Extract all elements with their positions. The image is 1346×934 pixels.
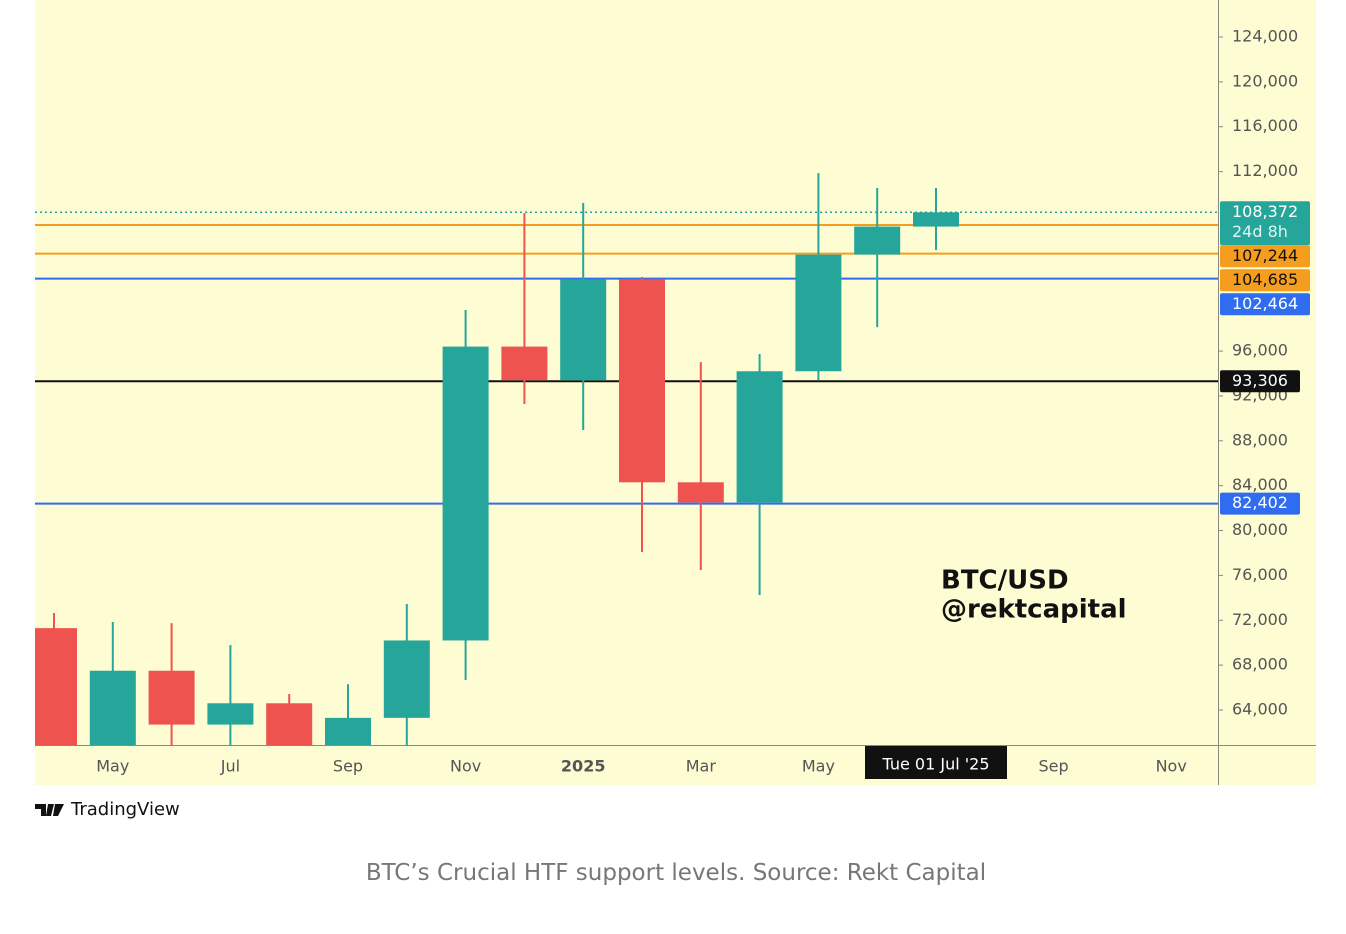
price-label: 104,685 [1232, 270, 1298, 289]
y-tick-label: 120,000 [1232, 71, 1298, 90]
x-tick-label: Jul [220, 757, 240, 776]
brand: TradingView [35, 799, 180, 820]
candle-body [442, 346, 489, 641]
annotation: @rektcapital [941, 595, 1127, 625]
y-tick-label: 116,000 [1232, 116, 1298, 135]
y-tick-label: 76,000 [1232, 565, 1288, 584]
candle-body [89, 670, 136, 745]
price-label-box [1220, 245, 1310, 268]
price-label-box [1220, 492, 1300, 515]
x-tick-label: Nov [1156, 757, 1187, 776]
price-label: 93,306 [1232, 371, 1288, 390]
candle-body [736, 371, 783, 503]
y-tick-label: 124,000 [1232, 27, 1298, 46]
annotation: BTC/USD [941, 566, 1069, 596]
x-tick-label: Sep [333, 757, 363, 776]
price-label: 107,244 [1232, 246, 1298, 265]
price-label: 82,402 [1232, 493, 1288, 512]
x-tick-label: 2025 [561, 757, 606, 776]
y-tick-label: 84,000 [1232, 475, 1288, 494]
y-tick-label: 64,000 [1232, 700, 1288, 719]
candle-body [501, 346, 548, 381]
brand-logo [35, 803, 64, 816]
y-tick-label: 72,000 [1232, 610, 1288, 629]
x-tick-label: May [96, 757, 129, 776]
x-tick-label: Tue 01 Jul '25 [881, 755, 989, 774]
chart: BTC/USD @rektcapital 64,000 68,000 72,000 7… [35, 0, 1316, 785]
x-tick-label: May [802, 757, 835, 776]
candle-body [207, 703, 254, 725]
candle-body [619, 279, 665, 483]
y-tick-label: 112,000 [1232, 161, 1298, 180]
y-tick-label: 96,000 [1232, 341, 1288, 360]
y-tick-label: 68,000 [1232, 655, 1288, 674]
plot-area [35, 173, 1218, 745]
price-label-box [1220, 370, 1300, 393]
countdown-label: 24d 8h [1232, 222, 1288, 241]
x-tick-label: Sep [1039, 757, 1069, 776]
candle-body [677, 482, 724, 503]
candle-body [913, 212, 959, 227]
chart-background [35, 0, 1316, 785]
price-label-box [1220, 201, 1310, 246]
candle-body [560, 279, 607, 381]
brand-name: TradingView [71, 799, 180, 820]
price-label: 102,464 [1232, 294, 1298, 313]
y-tick-label: 80,000 [1232, 520, 1288, 539]
candle-body [266, 703, 313, 745]
caption: BTC’s Crucial HTF support levels. Source… [365, 860, 987, 886]
candle-body [35, 628, 77, 745]
x-tick-label: Nov [450, 757, 481, 776]
price-label: 108,372 [1232, 202, 1298, 221]
candle-body [148, 670, 195, 725]
y-tick-label: 88,000 [1232, 430, 1288, 449]
crosshair-label-box [865, 746, 1007, 779]
candle-body [854, 226, 901, 255]
candle-body [325, 717, 371, 745]
x-tick-label: Mar [686, 757, 717, 776]
price-label-box [1220, 269, 1310, 292]
price-label-box [1220, 293, 1310, 316]
candle-body [383, 640, 430, 718]
candle-body [795, 254, 842, 372]
